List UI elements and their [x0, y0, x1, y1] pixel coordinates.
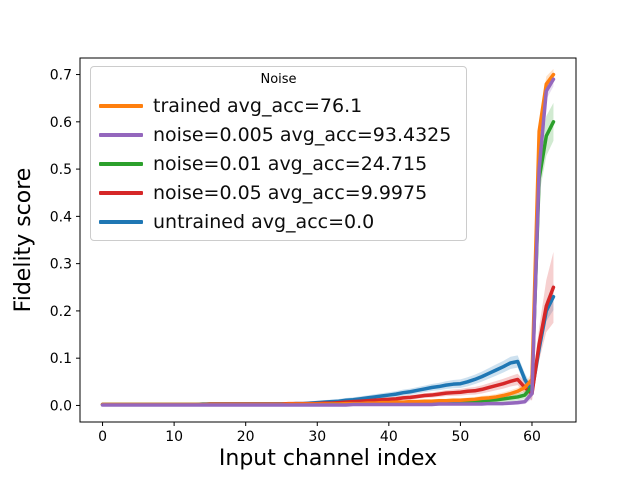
y-axis-label: Fidelity score	[11, 168, 36, 313]
legend-item-noise-001: noise=0.01 avg_acc=24.715	[91, 149, 466, 178]
x-tick-label: 20	[237, 429, 255, 445]
legend-line-sample-trained	[99, 103, 143, 108]
line-noise-005	[100, 285, 556, 407]
legend-label: noise=0.01 avg_acc=24.715	[153, 152, 428, 175]
x-tick-label: 50	[451, 429, 469, 445]
legend-item-untrained: untrained avg_acc=0.0	[91, 207, 466, 236]
y-axis: 0.0 0.1 0.2 0.3 0.4 0.5 0.6 0.7	[50, 68, 80, 414]
x-tick-label: 60	[523, 429, 541, 445]
x-tick-label: 0	[98, 429, 107, 445]
legend-label: noise=0.005 avg_acc=93.4325	[153, 123, 452, 146]
legend-line-sample-noise-001	[99, 161, 143, 166]
y-tick-label: 0.3	[50, 257, 72, 273]
legend-line-sample-untrained	[99, 219, 143, 224]
x-tick-label: 10	[165, 429, 183, 445]
legend-line-sample-noise-005	[99, 190, 143, 195]
x-tick-label: 40	[380, 429, 398, 445]
legend-line-sample-noise-0005	[99, 132, 143, 137]
plot-series	[100, 68, 556, 407]
legend-label: untrained avg_acc=0.0	[153, 210, 375, 233]
band-noise-005	[102, 251, 554, 406]
x-axis: 0 10 20 30 40 50 60	[98, 422, 541, 445]
y-tick-label: 0.6	[50, 115, 72, 131]
legend-item-noise-005: noise=0.05 avg_acc=9.9975	[91, 178, 466, 207]
line-noise-0005	[100, 77, 556, 407]
legend-item-noise-0005: noise=0.005 avg_acc=93.4325	[91, 120, 466, 149]
legend-item-trained: trained avg_acc=76.1	[91, 91, 466, 120]
legend-title: Noise	[260, 72, 297, 87]
y-tick-label: 0.7	[50, 68, 72, 84]
legend-label: trained avg_acc=76.1	[153, 94, 363, 117]
y-tick-label: 0.5	[50, 162, 72, 178]
legend-label: noise=0.05 avg_acc=9.9975	[153, 181, 428, 204]
y-tick-label: 0.2	[50, 304, 72, 320]
y-tick-label: 0.4	[50, 209, 72, 225]
x-tick-label: 30	[308, 429, 326, 445]
plot-border	[79, 57, 577, 423]
x-axis-label: Input channel index	[219, 446, 437, 471]
legend: Noise trained avg_acc=76.1 noise=0.005 a…	[90, 66, 467, 241]
y-tick-label: 0.0	[50, 398, 72, 414]
y-tick-label: 0.1	[50, 351, 72, 367]
